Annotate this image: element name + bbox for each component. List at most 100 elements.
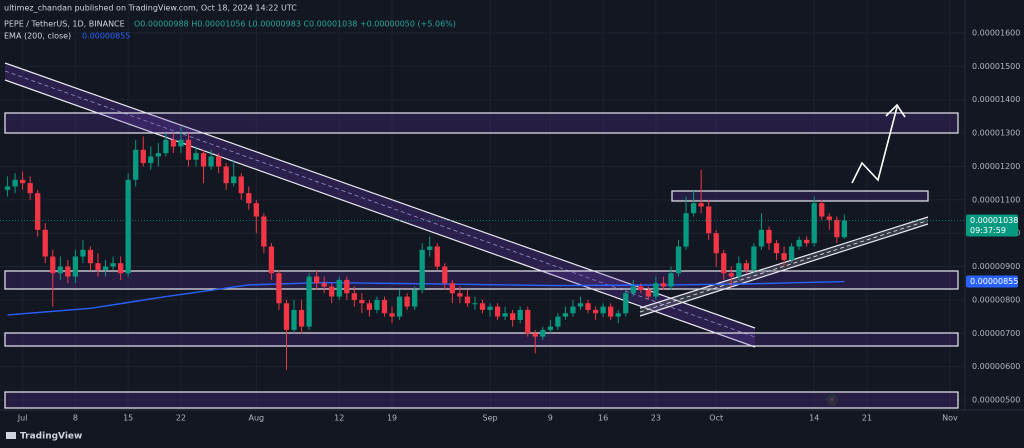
- x-tick-label: 8: [73, 414, 78, 423]
- candle-body: [804, 239, 810, 244]
- x-tick-label: Oct: [709, 414, 723, 423]
- candle-body: [660, 283, 667, 287]
- candle-body: [95, 263, 101, 270]
- candle-body: [117, 263, 124, 274]
- candle-body: [110, 263, 116, 267]
- candle-body: [208, 156, 214, 167]
- candle-body: [276, 273, 282, 304]
- x-tick-label: 16: [598, 414, 608, 423]
- candle-body: [314, 276, 320, 284]
- candle-body: [464, 296, 471, 304]
- resistance-zone: [4, 112, 959, 134]
- candle-body: [796, 239, 802, 247]
- candle-body: [396, 296, 403, 317]
- support-zone: [4, 270, 959, 290]
- last-price-label: 0.00001038: [970, 216, 1018, 225]
- candle-body: [389, 313, 395, 317]
- candle-body: [510, 313, 516, 320]
- channel-line: [4, 62, 756, 329]
- candle-body: [215, 156, 222, 167]
- candle-body: [502, 313, 508, 317]
- candle-body: [608, 306, 614, 317]
- candle-body: [223, 166, 229, 184]
- x-tick-label: 19: [387, 414, 397, 423]
- candle-body: [472, 303, 478, 305]
- ema-price-tag: [966, 275, 1018, 288]
- candle-body: [170, 139, 177, 147]
- ohlc-legend: O0.00000988 H0.00001056 L0.00000983 C0.0…: [134, 20, 456, 29]
- candle-body: [487, 306, 493, 310]
- candle-body: [50, 256, 56, 274]
- y-tick-label: 0.00001600: [972, 29, 1020, 38]
- candle-body: [525, 309, 531, 334]
- candle-body: [683, 213, 689, 247]
- candle-body: [268, 246, 275, 274]
- candle-body: [72, 256, 79, 277]
- candle-body: [185, 139, 192, 160]
- candle-body: [125, 179, 131, 274]
- candle-body: [419, 249, 425, 290]
- channel-mid: [639, 220, 929, 313]
- candle-body: [200, 153, 207, 167]
- candle-body: [517, 309, 523, 320]
- candle-body: [645, 289, 651, 297]
- candle-body: [238, 176, 244, 194]
- candle-body: [283, 303, 290, 330]
- candle-body: [35, 193, 41, 230]
- breakout-zone: [671, 190, 929, 202]
- x-tick-label: 12: [334, 414, 344, 423]
- candle-body: [366, 303, 373, 310]
- candle-body: [766, 229, 772, 244]
- candle-body: [404, 296, 410, 307]
- axes: 0.00001600 0.00001500 0.00001400 0.00001300…: [17, 29, 1021, 423]
- candle-body: [57, 266, 63, 274]
- event-icon[interactable]: [826, 394, 838, 406]
- last-price-tag: [966, 214, 1018, 237]
- candle-body: [600, 306, 606, 314]
- candle-body: [193, 153, 199, 160]
- series: [0, 126, 965, 370]
- y-tick-label: 0.00000500: [972, 395, 1020, 404]
- support-zone: [4, 391, 959, 409]
- chart-title: PEPE / TetherUS, 1D, BINANCE: [4, 20, 125, 29]
- candle-body: [751, 246, 757, 270]
- candle-body: [148, 156, 154, 164]
- candle-body: [140, 149, 146, 164]
- y-tick-label: 0.00001100: [972, 195, 1020, 204]
- candle-body: [178, 139, 184, 147]
- y-tick-label: 0.00000900: [972, 262, 1020, 271]
- y-tick-label: 0.00000600: [972, 362, 1020, 371]
- y-tick-label: 0.00000700: [972, 329, 1020, 338]
- publisher: ultimez_chandan published on TradingView…: [4, 4, 297, 13]
- brand-logo: [6, 432, 16, 439]
- candle-body: [381, 299, 388, 314]
- drawings: [4, 62, 959, 409]
- candle-body: [359, 299, 365, 304]
- candle-body: [540, 329, 546, 337]
- candle-body: [623, 293, 629, 314]
- candle-body: [12, 179, 18, 187]
- candle-body: [788, 246, 795, 260]
- candle-body: [743, 263, 750, 270]
- candle-body: [585, 303, 591, 310]
- x-tick-label: Sep: [483, 414, 498, 423]
- candle-body: [65, 266, 71, 277]
- candle-body: [163, 139, 169, 154]
- x-tick-label: 22: [176, 414, 186, 423]
- candle-body: [19, 179, 26, 184]
- candle-body: [336, 279, 342, 297]
- candle-body: [728, 273, 734, 277]
- candle-body: [427, 246, 433, 250]
- candle-body: [253, 203, 259, 217]
- candle-body: [291, 309, 297, 330]
- candle-body: [675, 246, 682, 274]
- ema-price-label: 0.00000855: [970, 277, 1018, 286]
- descending-channel: [5, 63, 755, 347]
- x-tick-label: 14: [809, 414, 819, 423]
- candle-body: [27, 183, 33, 194]
- candle-body: [80, 249, 86, 257]
- candle-body: [155, 153, 161, 157]
- y-tick-label: 0.00001400: [972, 95, 1020, 104]
- x-tick-label: 9: [548, 414, 553, 423]
- candle-body: [434, 246, 440, 267]
